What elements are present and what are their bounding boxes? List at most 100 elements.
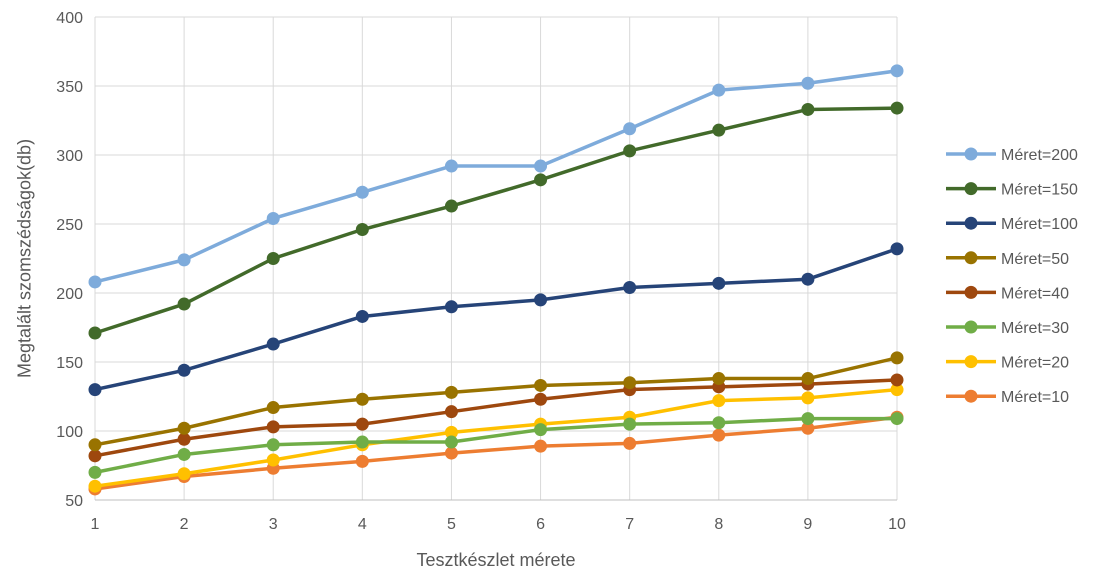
legend-label: Méret=100 (1001, 216, 1078, 233)
data-point (88, 465, 102, 479)
data-point (712, 123, 726, 137)
data-point (444, 199, 458, 213)
data-point (534, 392, 548, 406)
series-line (94, 356, 898, 447)
legend-label: Méret=20 (1001, 355, 1069, 372)
legend-item: Méret=50 (946, 251, 1069, 268)
x-tick-label: 6 (536, 516, 545, 533)
data-point (177, 297, 191, 311)
data-point (88, 438, 102, 452)
legend-swatch-marker (964, 389, 978, 403)
data-point (266, 401, 280, 415)
x-tick-label: 2 (180, 516, 189, 533)
data-point (444, 405, 458, 419)
data-point (266, 438, 280, 452)
x-tick-label: 5 (447, 516, 456, 533)
data-point (801, 412, 815, 426)
data-point (534, 173, 548, 187)
data-point (712, 83, 726, 97)
data-point (801, 391, 815, 405)
data-point (355, 417, 369, 431)
data-point (88, 449, 102, 463)
legend-item: Méret=40 (946, 285, 1069, 302)
series-line (94, 387, 898, 488)
legend-item: Méret=20 (946, 355, 1069, 372)
data-point (801, 372, 815, 386)
data-point (177, 421, 191, 435)
x-tick-label: 9 (803, 516, 812, 533)
axes: 50 100 150 200 250 300 350 400 1 2 3 4 5 6 7 8 9 10 (56, 10, 906, 533)
data-point (623, 376, 637, 390)
legend-label: Méret=150 (1001, 182, 1078, 199)
data-point (801, 421, 815, 435)
legend-label: Méret=50 (1001, 251, 1069, 268)
series-5 (88, 412, 904, 479)
data-point (534, 378, 548, 392)
data-point (88, 326, 102, 340)
legend-swatch-marker (964, 285, 978, 299)
data-point (534, 439, 548, 453)
y-tick-label: 350 (56, 79, 83, 96)
data-point (534, 293, 548, 307)
series-line (94, 378, 898, 458)
data-point (266, 211, 280, 225)
data-point (88, 479, 102, 493)
data-point (890, 351, 904, 365)
data-point (355, 454, 369, 468)
series-line (94, 416, 897, 475)
data-point (266, 252, 280, 265)
y-tick-label: 150 (56, 355, 83, 372)
x-tick-label: 4 (358, 516, 367, 533)
legend: Méret=200 Méret=150 Méret=100 Méret=50 Méret… (946, 147, 1078, 406)
data-point (177, 447, 191, 461)
series-3 (88, 351, 904, 452)
series-line (94, 106, 898, 335)
data-point (623, 144, 637, 158)
data-point (177, 363, 191, 377)
y-tick-label: 200 (56, 286, 83, 303)
y-tick-label: 300 (56, 148, 83, 165)
data-point (177, 432, 191, 446)
y-tick-label: 50 (65, 493, 83, 510)
legend-item: Méret=10 (946, 389, 1069, 406)
series-lines (88, 64, 904, 496)
data-point (444, 385, 458, 399)
legend-item: Méret=30 (946, 320, 1069, 337)
data-point (266, 337, 280, 351)
data-point (534, 159, 548, 173)
legend-item: Méret=150 (946, 182, 1078, 199)
series-1 (88, 101, 904, 340)
x-tick-label: 3 (269, 516, 278, 533)
legend-swatch-marker (964, 320, 978, 334)
data-point (623, 280, 637, 294)
series-0 (88, 64, 904, 289)
data-point (444, 300, 458, 314)
data-point (355, 309, 369, 323)
data-point (801, 102, 815, 116)
y-axis-title: Megtalált szomszédságok(db) (14, 139, 34, 378)
x-axis-title: Tesztkészlet mérete (416, 550, 575, 570)
data-point (177, 467, 191, 481)
legend-swatch-marker (964, 355, 978, 369)
legend-swatch-marker (964, 147, 978, 161)
data-point (712, 394, 726, 408)
data-point (355, 435, 369, 449)
data-point (801, 272, 815, 286)
legend-label: Méret=10 (1001, 389, 1069, 406)
data-point (890, 383, 904, 397)
data-point (890, 64, 904, 78)
legend-swatch-marker (964, 182, 978, 196)
data-point (444, 159, 458, 173)
data-point (88, 383, 102, 397)
y-tick-label: 250 (56, 217, 83, 234)
data-point (266, 420, 280, 434)
series-6 (88, 383, 904, 493)
data-point (355, 223, 369, 237)
legend-label: Méret=200 (1001, 147, 1078, 164)
series-line (94, 69, 898, 284)
data-point (623, 417, 637, 431)
data-point (712, 276, 726, 290)
data-point (444, 446, 458, 460)
series-line (94, 415, 898, 491)
